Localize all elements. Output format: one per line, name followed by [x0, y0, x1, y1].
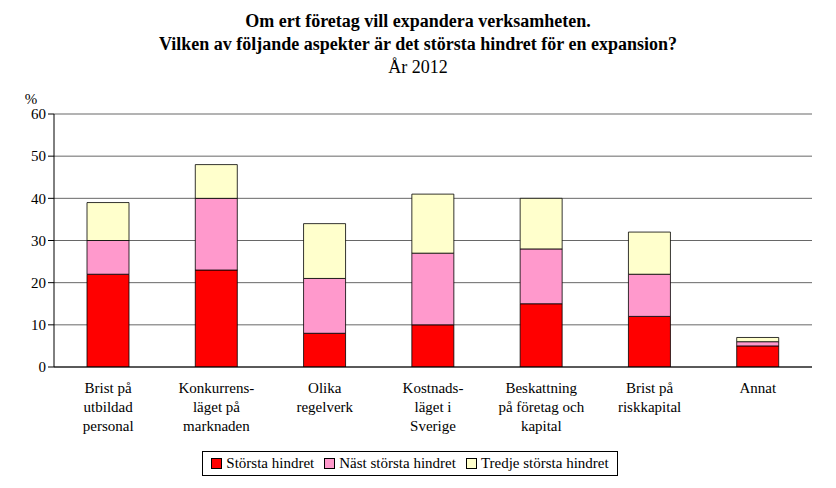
svg-text:50: 50 — [31, 148, 46, 164]
html-text:Största hindret: Största hindret — [226, 455, 315, 471]
svg-text:Kostnads-läget iSverige: Kostnads-läget iSverige — [403, 380, 464, 434]
svg-text:Olikaregelverk: Olikaregelverk — [296, 380, 353, 415]
svg-text:40: 40 — [31, 191, 46, 207]
svg-text:Annat: Annat — [740, 380, 777, 396]
svg-text:%: % — [25, 91, 38, 107]
html-text:Tredje största hindret: Tredje största hindret — [480, 455, 609, 471]
html-text:Näst största hindret: Näst största hindret — [339, 455, 456, 471]
svg-text:10: 10 — [31, 317, 46, 333]
html-text:År 2012: År 2012 — [388, 57, 448, 77]
svg-text:20: 20 — [31, 275, 46, 291]
svg-text:Brist påriskkapital: Brist påriskkapital — [618, 380, 681, 415]
svg-text:Brist påutbildadpersonal: Brist påutbildadpersonal — [83, 380, 134, 434]
html-text:Om ert företag vill expandera: Om ert företag vill expandera verksamhet… — [245, 11, 591, 31]
svg-text:Konkurrens-läget påmarknaden: Konkurrens-läget påmarknaden — [179, 380, 255, 434]
svg-text:Beskattningpå företag ochkapit: Beskattningpå företag ochkapital — [498, 380, 584, 434]
html-text:Vilken av följande aspekter är: Vilken av följande aspekter är det störs… — [159, 34, 677, 54]
svg-text:0: 0 — [39, 359, 47, 375]
svg-text:30: 30 — [31, 233, 46, 249]
svg-text:60: 60 — [31, 106, 46, 122]
